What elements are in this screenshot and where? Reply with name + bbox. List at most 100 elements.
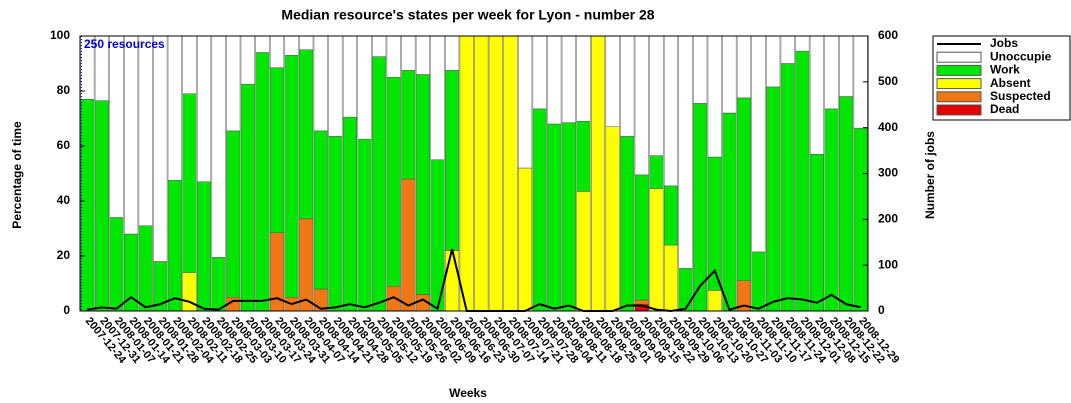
bar-segment [138, 35, 153, 226]
bar-segment [678, 268, 693, 312]
bar-segment [211, 35, 226, 258]
bar-segment [167, 180, 182, 312]
bar-segment [226, 130, 241, 298]
bar-segment [372, 35, 387, 57]
bar-segment [736, 97, 752, 281]
bar-segment [518, 35, 533, 169]
legend-label: Unoccupie [990, 49, 1052, 63]
y2-tick-label: 100 [878, 257, 898, 271]
legend-swatch [936, 64, 982, 76]
bar-segment [751, 35, 766, 253]
y2-axis-label: Number of jobs [923, 131, 937, 219]
bar-segment [780, 63, 795, 312]
bar-segment [284, 55, 299, 298]
bar-segment [722, 35, 737, 114]
y-tick-label: 100 [50, 28, 70, 42]
y-tick-label: 60 [57, 138, 71, 152]
bar-segment [620, 35, 635, 137]
bar-segment [839, 96, 854, 312]
bar-segment [240, 35, 255, 85]
y2-tick-label: 200 [878, 212, 898, 226]
bar-segment [576, 191, 591, 312]
bar-segment [415, 35, 430, 75]
bar-segment [824, 35, 839, 110]
bar-segment [547, 35, 562, 125]
bar-segment [663, 185, 679, 246]
bar-segment [124, 35, 139, 235]
legend-label: Dead [990, 102, 1019, 116]
bar-segment [634, 299, 649, 305]
bar-segment [736, 35, 752, 99]
bar-segment [109, 217, 124, 312]
bar-segment [590, 35, 606, 312]
bar-segment [342, 116, 358, 312]
bar-segment [780, 35, 795, 64]
bar-segment [605, 35, 620, 127]
bar-segment [313, 130, 328, 290]
bar-segment [634, 35, 649, 176]
bar-segment [182, 35, 197, 94]
bar-segment [445, 70, 460, 251]
bar-segment [226, 35, 241, 132]
bar-segment [766, 35, 781, 88]
bar-segment [357, 138, 372, 312]
bar-segment [445, 35, 460, 71]
bar-segment [299, 35, 314, 50]
bar-segment [299, 49, 314, 220]
bar-segment [649, 155, 664, 189]
annotation: 250 resources [84, 37, 165, 51]
bar-segment [532, 35, 547, 110]
bar-segment [299, 218, 314, 312]
bar-segment [415, 74, 430, 295]
bar-segment [809, 35, 824, 155]
x-axis-label: Weeks [449, 386, 487, 400]
bar-segment [518, 167, 533, 312]
bar-segment [211, 257, 226, 312]
bar-segment [80, 99, 95, 312]
bar-segment [649, 188, 664, 312]
bar-segment [196, 35, 212, 182]
bar-segment [459, 35, 474, 312]
legend-swatch [936, 91, 982, 103]
bar-segment [401, 178, 416, 312]
bar-segment [649, 35, 664, 156]
y-tick-label: 20 [57, 248, 71, 262]
bar-segment [255, 35, 270, 53]
bar-segment [751, 251, 766, 312]
bar-segment [795, 50, 810, 312]
bar-segment [795, 35, 810, 52]
bar-segment [547, 123, 562, 312]
bar-segment [561, 122, 576, 312]
y2-tick-label: 400 [878, 120, 898, 134]
bar-segment [620, 136, 635, 312]
bar-segment [240, 83, 255, 312]
bar-segment [182, 93, 197, 273]
bar-segment [328, 136, 343, 312]
legend-swatch [936, 51, 982, 63]
bar-segment [532, 108, 547, 312]
bar-segment [576, 35, 591, 122]
bar-segment [386, 77, 401, 287]
bar-segment [634, 174, 649, 301]
bar-segment [707, 35, 722, 158]
y-tick-label: 0 [63, 303, 70, 317]
bar-segment [766, 86, 781, 312]
bar-segment [561, 35, 576, 123]
bar-segment [342, 35, 358, 118]
bar-segment [678, 35, 693, 269]
legend-label: Suspected [990, 89, 1051, 103]
legend-swatch [936, 78, 982, 90]
bar-segment [430, 35, 445, 160]
bar-segment [445, 250, 460, 312]
bar-segment [138, 225, 153, 312]
bar-segment [474, 35, 489, 312]
legend-swatch [936, 104, 982, 116]
y2-tick-label: 0 [878, 303, 885, 317]
bar-segment [401, 70, 416, 180]
bar-segment [109, 35, 124, 218]
bar-segment [663, 244, 679, 312]
bar-segment [488, 35, 503, 312]
legend-label: Jobs [990, 36, 1018, 50]
bar-segment [722, 112, 737, 312]
